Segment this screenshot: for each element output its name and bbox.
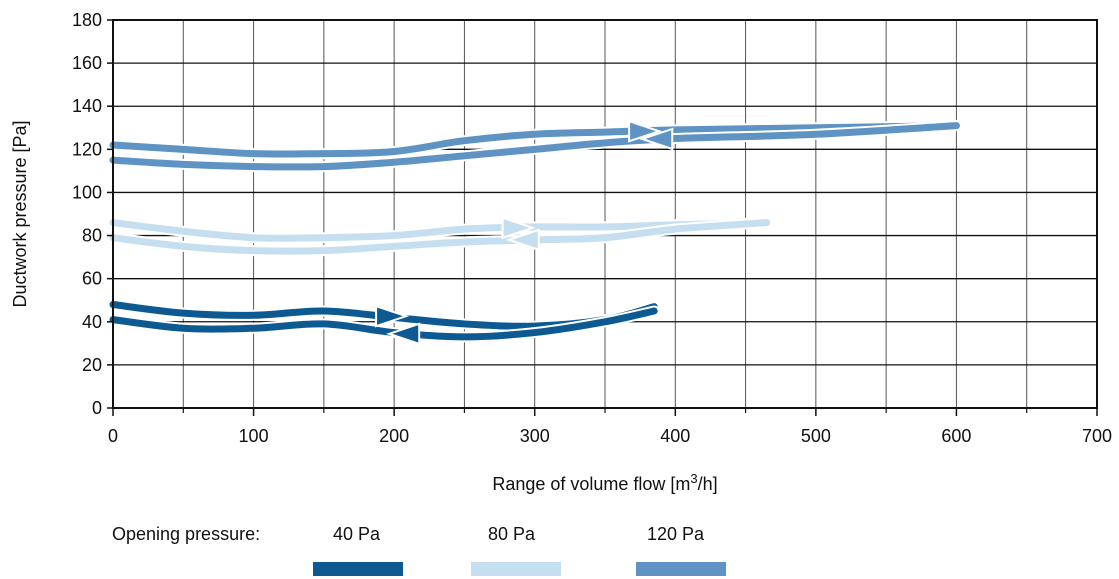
grid-lines xyxy=(112,19,1098,409)
series-line-lower xyxy=(109,219,771,255)
flow-arrow-forward xyxy=(628,119,663,143)
x-tick-label: 0 xyxy=(108,426,118,446)
flow-arrow-forward xyxy=(501,216,536,240)
x-tick-label: 200 xyxy=(379,426,409,446)
series-80pa xyxy=(107,216,773,257)
y-tick-label: 60 xyxy=(82,269,102,289)
y-tick-label: 100 xyxy=(72,182,102,202)
y-tick-label: 120 xyxy=(72,139,102,159)
flow-arrow-backward xyxy=(639,127,674,151)
x-axis-label: Range of volume flow [m3/h] xyxy=(492,471,717,494)
tick-labels: 0 20 40 60 80 100 120 140 160 180 0 100 200 300 400 500… xyxy=(72,10,1112,446)
y-tick-label: 80 xyxy=(82,226,102,246)
x-tick-label: 100 xyxy=(239,426,269,446)
x-tick-label: 600 xyxy=(941,426,971,446)
y-tick-label: 20 xyxy=(82,355,102,375)
flow-arrow-backward xyxy=(505,228,540,252)
x-tick-label: 700 xyxy=(1082,426,1112,446)
series-120pa xyxy=(107,119,962,173)
y-tick-label: 140 xyxy=(72,96,102,116)
series-layer xyxy=(107,119,962,346)
series-40pa xyxy=(107,299,660,346)
series-line-upper xyxy=(109,122,960,158)
series-line-upper xyxy=(109,219,771,242)
series-line-lower xyxy=(109,122,960,171)
y-axis-label: Ductwork pressure [Pa] xyxy=(10,120,30,307)
x-tick-label: 500 xyxy=(801,426,831,446)
axes xyxy=(107,19,1098,416)
x-tick-label: 400 xyxy=(660,426,690,446)
flow-arrow-forward xyxy=(375,304,410,328)
x-tick-label: 300 xyxy=(520,426,550,446)
y-tick-label: 0 xyxy=(92,398,102,418)
y-tick-label: 40 xyxy=(82,312,102,332)
y-tick-label: 180 xyxy=(72,10,102,30)
y-tick-label: 160 xyxy=(72,53,102,73)
flow-arrow-backward xyxy=(386,322,421,346)
